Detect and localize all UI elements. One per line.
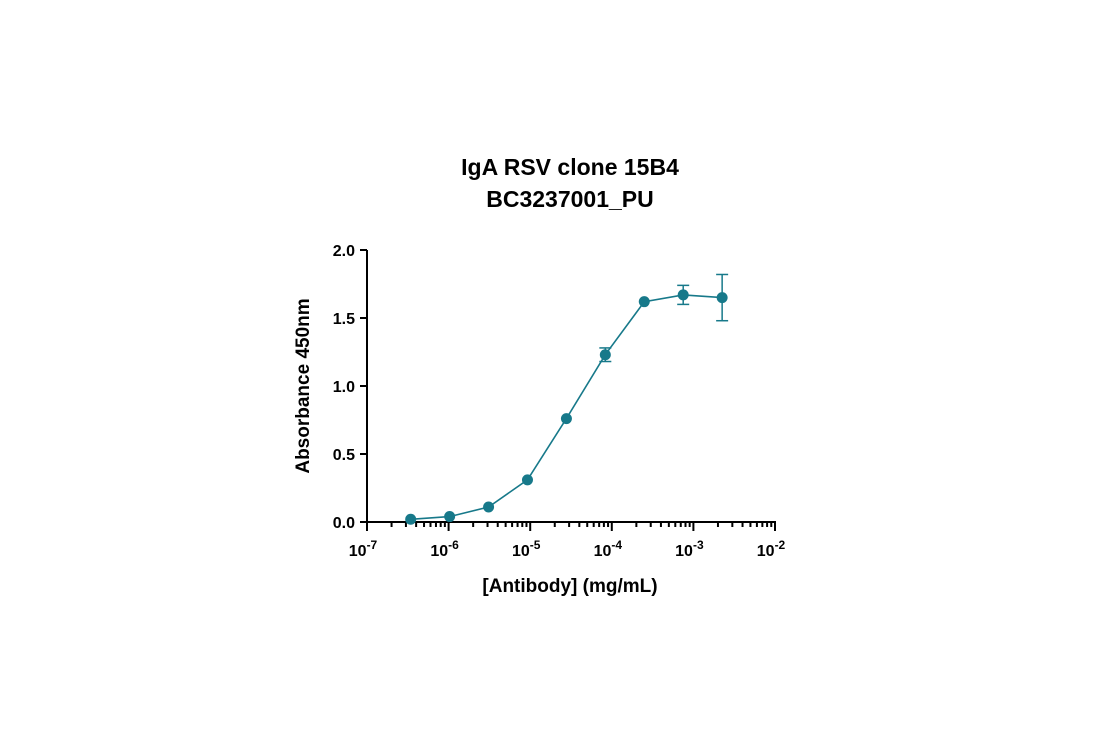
series-line <box>410 294 723 521</box>
y-tick-label: 2.0 <box>333 243 355 260</box>
y-tick-label: 0.5 <box>333 447 355 464</box>
chart-title: IgA RSV clone 15B4 <box>461 154 679 180</box>
data-point <box>405 513 417 525</box>
data-point <box>716 292 728 304</box>
data-point <box>521 474 533 486</box>
chart-subtitle: BC3237001_PU <box>486 186 654 212</box>
x-tick-label: 10-3 <box>675 538 704 560</box>
y-tick-label: 1.0 <box>333 379 355 396</box>
x-tick-label: 10-6 <box>430 538 459 560</box>
data-point <box>599 349 611 361</box>
data-point <box>444 511 456 523</box>
x-axis-label: [Antibody] (mg/mL) <box>482 576 657 597</box>
x-tick-label: 10-2 <box>757 538 786 560</box>
plot-area: 0.0 0.5 1.0 1.5 2.0 10-7 10-6 10-5 10-4 10-3 10-2 <box>333 243 786 560</box>
x-tick-label: 10-5 <box>512 538 541 560</box>
y-tick-label: 0.0 <box>333 515 355 532</box>
x-tick-label: 10-7 <box>349 538 378 560</box>
y-axis-label: Absorbance 450nm <box>293 298 314 473</box>
x-tick-label: 10-4 <box>594 538 623 560</box>
data-point <box>677 289 689 301</box>
data-point <box>560 413 572 425</box>
y-tick-label: 1.5 <box>333 311 355 328</box>
data-point <box>483 501 495 513</box>
data-point <box>638 296 650 308</box>
